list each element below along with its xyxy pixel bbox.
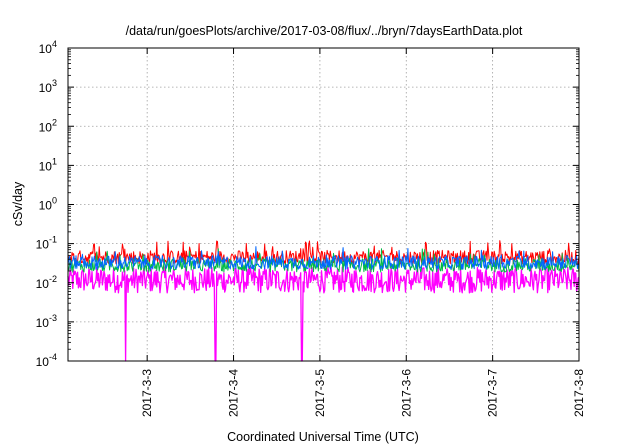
x-tick-label: 2017-3-6: [399, 369, 413, 417]
x-tick-label: 2017-3-5: [313, 369, 327, 417]
series-line: [67, 246, 580, 270]
series-line: [67, 266, 580, 362]
y-tick-label: 103: [39, 78, 57, 95]
y-tick-label: 10-1: [36, 235, 57, 252]
y-tick-label: 100: [39, 196, 57, 213]
y-tick-label: 10-4: [36, 352, 57, 369]
y-tick-label: 102: [39, 117, 57, 134]
x-axis: 2017-3-3 2017-3-4 2017-3-5 2017-3-6 2017-3-7…: [140, 48, 586, 417]
y-tick-label: 101: [39, 156, 57, 173]
chart-title: /data/run/goesPlots/archive/2017-03-08/f…: [126, 24, 523, 38]
y-tick-label: 10-2: [36, 274, 57, 291]
x-tick-label: 2017-3-4: [227, 369, 241, 417]
y-tick-label: 10-3: [36, 313, 57, 330]
x-tick-label: 2017-3-8: [572, 369, 586, 417]
x-axis-label: Coordinated Universal Time (UTC): [227, 430, 419, 444]
y-axis-label: cSv/day: [11, 181, 25, 226]
x-tick-label: 2017-3-3: [140, 369, 154, 417]
y-axis: 10-4 10-3 10-2 10-1 100 101 102 103 104: [36, 39, 579, 369]
y-tick-label: 104: [39, 39, 57, 56]
x-tick-label: 2017-3-7: [486, 369, 500, 417]
series-layer: [67, 240, 580, 362]
